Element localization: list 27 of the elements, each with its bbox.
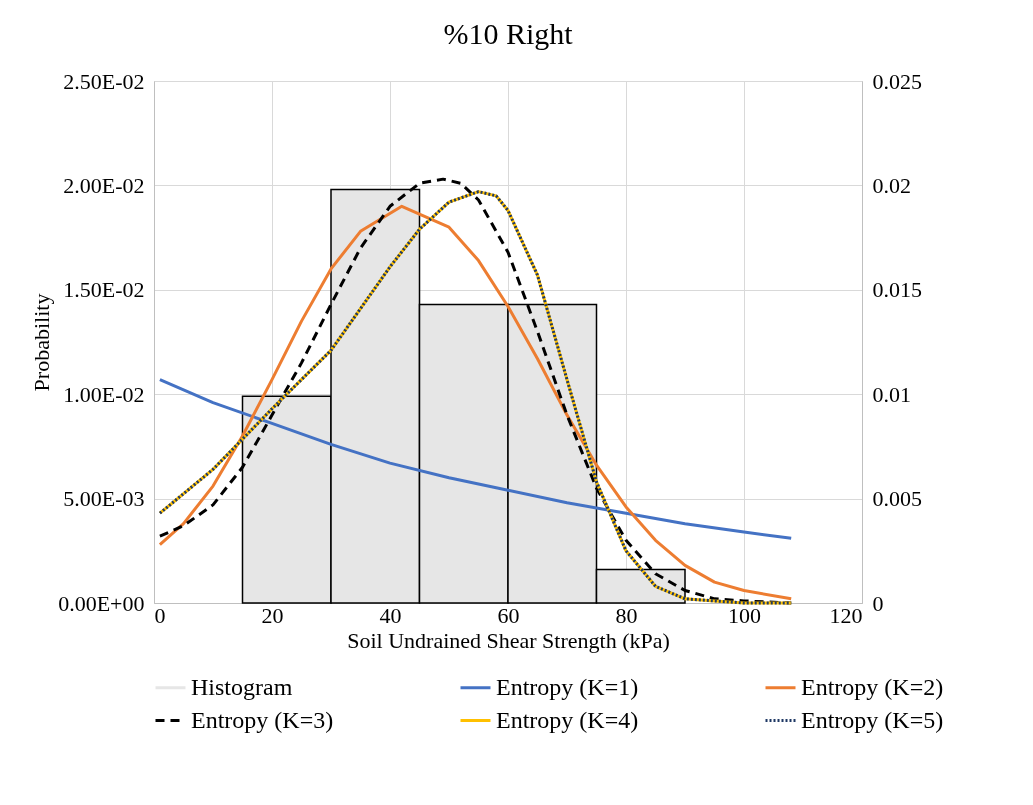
x-axis-title: Soil Undrained Shear Strength (kPa) (347, 627, 670, 653)
y2-tick-label: 0.02 (872, 172, 911, 198)
x-tick-label: 0 (154, 602, 166, 628)
x-tick-label: 60 (497, 602, 520, 628)
y-tick-label: 1.50E-02 (63, 277, 145, 303)
x-tick-label: 80 (615, 602, 638, 628)
chart-title: %10 Right (443, 17, 574, 50)
y-tick-label: 2.50E-02 (63, 68, 145, 94)
legend-label: Entropy (K=3) (191, 706, 334, 733)
legend-label: Entropy (K=5) (801, 706, 944, 733)
legend-label: Entropy (K=1) (496, 673, 639, 700)
y2-tick-label: 0.01 (872, 381, 911, 407)
legend-label: Entropy (K=2) (801, 673, 944, 700)
x-tick-label: 40 (379, 602, 402, 628)
y-axis-title: Probability (29, 293, 55, 392)
y2-tick-label: 0.025 (872, 68, 922, 94)
x-tick-label: 20 (261, 602, 284, 628)
y-tick-label: 2.00E-02 (63, 172, 145, 198)
x-tick-label: 120 (829, 602, 863, 628)
y2-tick-label: 0.005 (872, 486, 922, 512)
y-tick-label: 1.00E-02 (63, 381, 145, 407)
legend-label: Histogram (191, 673, 293, 700)
y2-tick-label: 0.015 (872, 277, 922, 303)
x-tick-label: 100 (728, 602, 761, 628)
y-tick-label: 0.00E+00 (58, 590, 145, 616)
y-tick-label: 5.00E-03 (63, 486, 145, 512)
legend-label: Entropy (K=4) (496, 706, 639, 733)
